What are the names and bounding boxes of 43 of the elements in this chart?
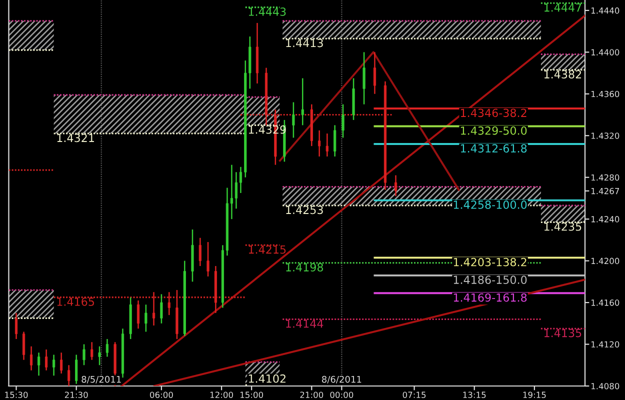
x-tick-label: 13:15: [463, 392, 486, 398]
y-tick-label: 1.4267: [591, 188, 619, 194]
x-tick-label: 19:15: [523, 392, 546, 398]
y-tick-label: 1.4320: [591, 132, 620, 139]
x-tick-label: 07:15: [402, 392, 426, 398]
series-label: 1.4203-138.2: [454, 258, 526, 266]
y-tick-label: 1.4400: [591, 49, 620, 56]
series-label: 1.4382: [544, 70, 582, 78]
x-tick-label: 00:00: [330, 392, 354, 398]
y-tick-label: 1.4080: [591, 382, 620, 390]
series-label: 1.4169-161.8: [454, 293, 527, 302]
x-tick-label: 21:30: [64, 392, 88, 398]
y-tick-label: 1.4440: [591, 7, 620, 14]
series-label: 1.4186-150.0: [454, 276, 527, 284]
y-tick-label: 1.4160: [591, 300, 620, 306]
series-label: 1.4165: [57, 298, 94, 306]
x-tick-label: 21:00: [300, 392, 324, 398]
y-tick-label: 1.4360: [591, 90, 620, 98]
y-tick-label: 1.4240: [591, 216, 620, 222]
series-label: 1.4443: [248, 8, 286, 16]
x-tick-label: 06:00: [150, 392, 173, 398]
series-label: 1.4235: [544, 222, 582, 231]
series-label: 1.4198: [286, 263, 324, 272]
series-label: 1.4144: [286, 320, 324, 328]
series-label: 1.4135: [544, 328, 582, 338]
series-label: 1.4258-100.0: [454, 200, 527, 209]
ref-line-label: 8/5/2011: [82, 376, 121, 384]
series-label: 1.4329-50.0: [460, 126, 527, 135]
x-tick-label: 12:00: [210, 392, 233, 398]
series-label: 1.4321: [57, 134, 94, 142]
series-label: 1.4346-38.2: [460, 108, 526, 118]
series-label: 1.4215: [248, 245, 286, 254]
x-tick-label: 15:30: [5, 392, 28, 398]
x-tick-label: 15:00: [240, 392, 264, 398]
series-label: 1.4413: [286, 38, 323, 48]
series-label: 1.4102: [248, 374, 286, 383]
series-label: 1.4253: [286, 206, 323, 214]
series-label: 1.4447: [544, 3, 582, 12]
y-tick-label: 1.4200: [591, 258, 620, 264]
y-tick-label: 1.4120: [591, 341, 620, 348]
ref-line-label: 8/6/2011: [322, 376, 362, 384]
series-label: 1.4312-61.8: [460, 144, 527, 153]
y-tick-label: 1.4280: [591, 174, 620, 181]
